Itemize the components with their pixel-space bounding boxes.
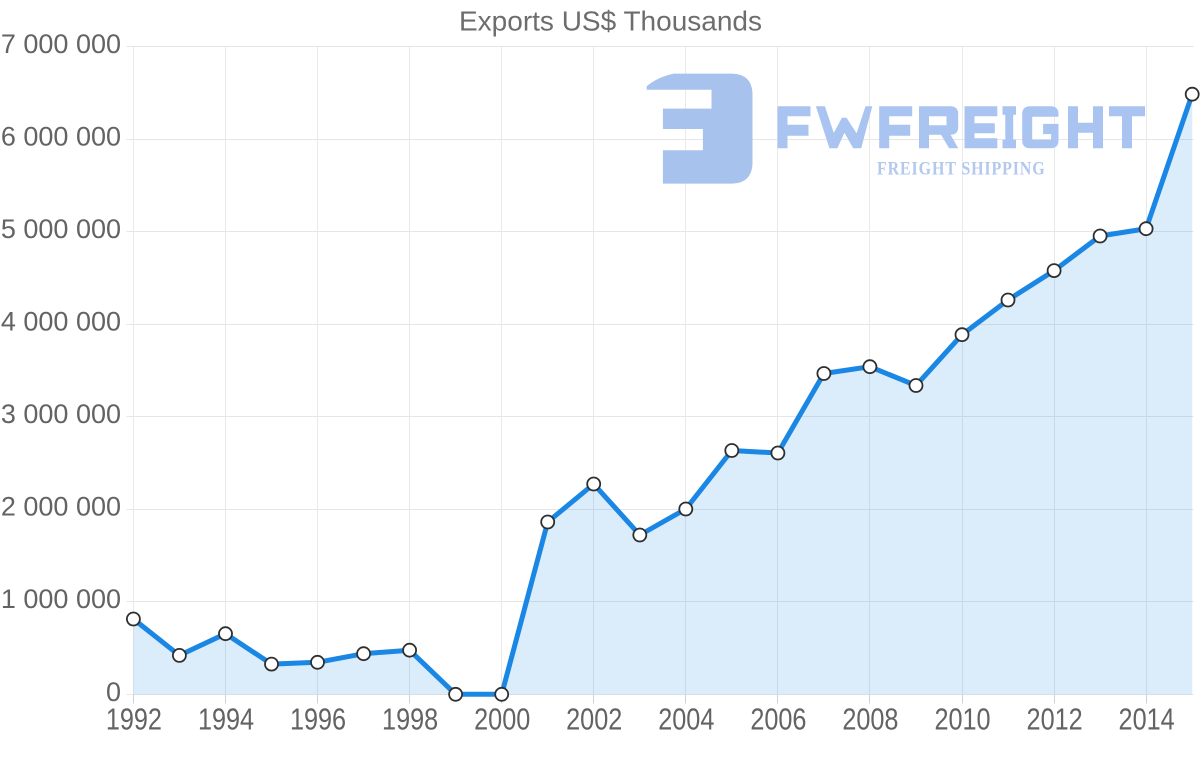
svg-text:1992: 1992 <box>106 702 162 736</box>
svg-text:2002: 2002 <box>566 702 622 736</box>
svg-text:2006: 2006 <box>750 702 806 736</box>
svg-text:5 000 000: 5 000 000 <box>1 214 121 244</box>
svg-text:FREIGHT SHIPPING: FREIGHT SHIPPING <box>877 158 1046 179</box>
svg-text:4 000 000: 4 000 000 <box>1 307 121 337</box>
svg-text:0: 0 <box>106 677 121 707</box>
svg-text:7 000 000: 7 000 000 <box>1 29 121 59</box>
svg-text:Exports US$ Thousands: Exports US$ Thousands <box>459 6 762 37</box>
svg-text:2008: 2008 <box>842 702 898 736</box>
svg-text:2000: 2000 <box>474 702 530 736</box>
svg-text:2010: 2010 <box>934 702 990 736</box>
svg-text:1994: 1994 <box>198 702 254 736</box>
svg-text:2012: 2012 <box>1027 702 1083 736</box>
svg-text:2004: 2004 <box>658 702 714 736</box>
svg-text:6 000 000: 6 000 000 <box>1 121 121 151</box>
svg-text:2014: 2014 <box>1119 702 1175 736</box>
svg-text:1998: 1998 <box>382 702 438 736</box>
svg-text:1 000 000: 1 000 000 <box>1 584 121 614</box>
svg-text:3 000 000: 3 000 000 <box>1 399 121 429</box>
svg-text:2 000 000: 2 000 000 <box>1 492 121 522</box>
svg-text:1996: 1996 <box>290 702 346 736</box>
